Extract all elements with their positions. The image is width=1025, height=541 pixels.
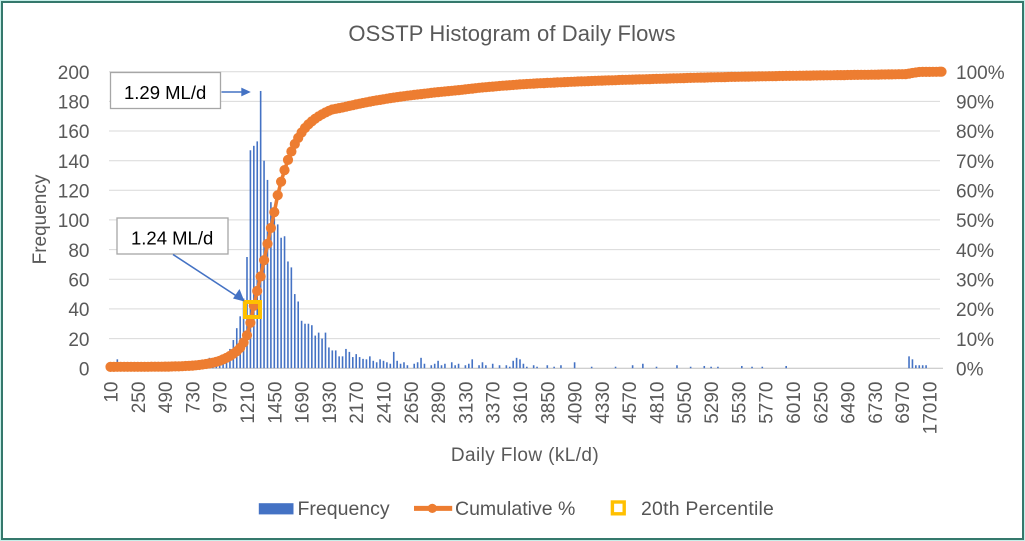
svg-text:3850: 3850 xyxy=(538,382,559,424)
svg-text:970: 970 xyxy=(211,382,232,414)
svg-text:60: 60 xyxy=(68,270,89,291)
svg-text:40: 40 xyxy=(68,300,89,321)
svg-text:1930: 1930 xyxy=(320,382,341,424)
svg-text:10%: 10% xyxy=(956,330,994,351)
svg-text:1.29 ML/d: 1.29 ML/d xyxy=(124,82,206,103)
svg-text:Frequency: Frequency xyxy=(298,498,390,520)
svg-text:6250: 6250 xyxy=(811,382,832,424)
svg-text:5290: 5290 xyxy=(702,382,723,424)
svg-text:Frequency: Frequency xyxy=(30,174,51,264)
svg-text:6730: 6730 xyxy=(866,382,887,424)
svg-text:6010: 6010 xyxy=(784,382,805,424)
svg-text:3130: 3130 xyxy=(456,382,477,424)
svg-text:200: 200 xyxy=(58,63,90,84)
svg-text:5770: 5770 xyxy=(757,382,778,424)
svg-text:10: 10 xyxy=(102,382,123,403)
svg-text:40%: 40% xyxy=(956,241,994,262)
svg-text:80%: 80% xyxy=(956,122,994,143)
svg-text:120: 120 xyxy=(58,182,90,203)
svg-text:70%: 70% xyxy=(956,152,994,173)
svg-text:Daily Flow (kL/d): Daily Flow (kL/d) xyxy=(451,445,599,466)
svg-text:5530: 5530 xyxy=(729,382,750,424)
svg-text:140: 140 xyxy=(58,152,90,173)
svg-text:160: 160 xyxy=(58,122,90,143)
svg-text:60%: 60% xyxy=(956,182,994,203)
svg-text:4810: 4810 xyxy=(648,382,669,424)
svg-text:2170: 2170 xyxy=(347,382,368,424)
svg-text:490: 490 xyxy=(156,382,177,414)
svg-text:2410: 2410 xyxy=(375,382,396,424)
svg-text:0%: 0% xyxy=(956,359,984,380)
svg-text:20: 20 xyxy=(68,330,89,351)
svg-text:6490: 6490 xyxy=(839,382,860,424)
svg-text:3610: 3610 xyxy=(511,382,532,424)
svg-text:17010: 17010 xyxy=(921,382,942,435)
svg-text:20th Percentile: 20th Percentile xyxy=(641,498,774,520)
svg-text:5050: 5050 xyxy=(675,382,696,424)
svg-text:3370: 3370 xyxy=(484,382,505,424)
svg-text:1.24 ML/d: 1.24 ML/d xyxy=(131,228,213,249)
svg-text:4090: 4090 xyxy=(566,382,587,424)
svg-text:0: 0 xyxy=(79,359,90,380)
svg-text:4570: 4570 xyxy=(620,382,641,424)
svg-text:6970: 6970 xyxy=(893,382,914,424)
svg-text:OSSTP Histogram of Daily Flows: OSSTP Histogram of Daily Flows xyxy=(348,21,675,46)
svg-text:Cumulative %: Cumulative % xyxy=(455,498,575,520)
svg-text:20%: 20% xyxy=(956,300,994,321)
svg-text:180: 180 xyxy=(58,93,90,114)
svg-text:250: 250 xyxy=(129,382,150,414)
svg-text:730: 730 xyxy=(183,382,204,414)
svg-text:50%: 50% xyxy=(956,211,994,232)
svg-text:100: 100 xyxy=(58,211,90,232)
svg-text:4330: 4330 xyxy=(593,382,614,424)
svg-text:1690: 1690 xyxy=(293,382,314,424)
svg-text:2890: 2890 xyxy=(429,382,450,424)
svg-text:2650: 2650 xyxy=(402,382,423,424)
svg-text:30%: 30% xyxy=(956,270,994,291)
svg-text:90%: 90% xyxy=(956,93,994,114)
svg-text:1450: 1450 xyxy=(265,382,286,424)
svg-text:100%: 100% xyxy=(956,63,1005,84)
svg-text:80: 80 xyxy=(68,241,89,262)
svg-text:1210: 1210 xyxy=(238,382,259,424)
